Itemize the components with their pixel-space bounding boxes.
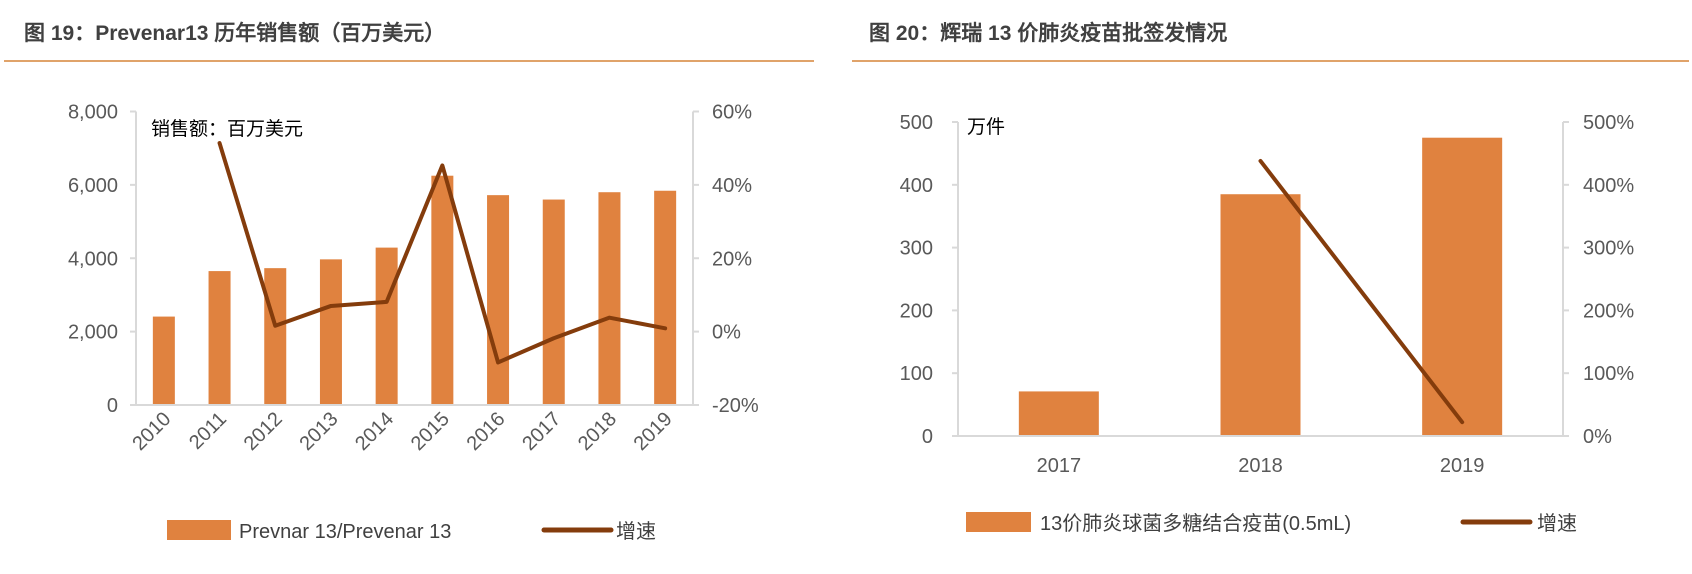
bar-2019 xyxy=(654,190,677,405)
left-tick-label: 100 xyxy=(900,363,933,385)
x-tick-label: 2019 xyxy=(630,408,677,455)
legend-bar-label: Prevnar 13/Prevenar 13 xyxy=(239,521,451,543)
left-tick-label: 2,000 xyxy=(68,322,118,344)
bar-2011 xyxy=(208,271,231,405)
bar-2014 xyxy=(375,247,398,405)
right-tick-label: 100% xyxy=(1583,363,1634,385)
right-tick-label: 400% xyxy=(1583,175,1634,197)
legend-bar-swatch xyxy=(966,512,1031,532)
x-tick-label: 2016 xyxy=(463,408,510,455)
left-tick-label: 6,000 xyxy=(68,175,118,197)
legend-bar-swatch xyxy=(167,520,231,540)
bar-2016 xyxy=(487,195,510,405)
right-tick-label: 300% xyxy=(1583,238,1634,260)
x-tick-label: 2015 xyxy=(407,408,454,455)
x-tick-label: 2018 xyxy=(574,408,621,455)
left-tick-label: 400 xyxy=(900,175,933,197)
bar-2019 xyxy=(1422,137,1503,436)
chart-20: 图 20：辉瑞 13 价肺炎疫苗批签发情况 0 100 200 300 400 500 0%… xyxy=(852,21,1689,535)
unit-annotation: 万件 xyxy=(967,116,1005,138)
bar-2018 xyxy=(598,192,621,405)
left-tick-label: 500 xyxy=(900,112,933,134)
unit-annotation: 销售额：百万美元 xyxy=(151,118,303,140)
right-tick-label: 500% xyxy=(1583,112,1634,134)
x-tick-label: 2010 xyxy=(128,408,175,455)
chart-title: 图 19：Prevenar13 历年销售额（百万美元） xyxy=(24,21,445,45)
left-tick-label: 200 xyxy=(900,300,933,322)
bar-2015 xyxy=(431,175,454,405)
left-tick-label: 4,000 xyxy=(68,248,118,270)
plot-area: 0 2,000 4,000 6,000 8,000 -20% 0% 20% 40% 60% 2010… xyxy=(68,102,759,456)
left-tick-label: 0 xyxy=(107,395,118,417)
bar-2010 xyxy=(152,316,175,405)
x-tick-label: 2019 xyxy=(1440,455,1485,477)
chart-19: 图 19：Prevenar13 历年销售额（百万美元） 0 2,000 4,000 6… xyxy=(4,21,814,543)
left-tick-label: 300 xyxy=(900,238,933,260)
x-tick-label: 2011 xyxy=(185,408,231,454)
x-tick-label: 2012 xyxy=(240,408,287,455)
right-tick-label: 20% xyxy=(712,248,752,270)
right-tick-label: -20% xyxy=(712,395,759,417)
x-tick-label: 2017 xyxy=(1037,455,1082,477)
right-tick-label: 0% xyxy=(1583,426,1612,448)
bar-2017 xyxy=(1018,391,1099,436)
bar-2018 xyxy=(1220,194,1301,436)
legend-bar-label: 13价肺炎球菌多糖结合疫苗(0.5mL) xyxy=(1040,512,1351,535)
right-tick-label: 60% xyxy=(712,102,752,124)
chart-title: 图 20：辉瑞 13 价肺炎疫苗批签发情况 xyxy=(869,21,1227,45)
bar-2012 xyxy=(264,268,287,405)
bar-2017 xyxy=(542,199,565,405)
x-tick-label: 2013 xyxy=(295,408,342,455)
plot-area: 0 100 200 300 400 500 0% 100% 200% 300% 400% 500% 20… xyxy=(900,112,1635,477)
left-tick-label: 0 xyxy=(922,426,933,448)
x-tick-label: 2014 xyxy=(351,408,398,455)
right-tick-label: 200% xyxy=(1583,300,1634,322)
growth-line xyxy=(1258,158,1465,425)
bar-2013 xyxy=(319,259,342,405)
x-tick-label: 2018 xyxy=(1238,455,1283,477)
left-tick-label: 8,000 xyxy=(68,102,118,124)
right-tick-label: 40% xyxy=(712,175,752,197)
legend-line-label: 增速 xyxy=(1537,512,1577,535)
right-tick-label: 0% xyxy=(712,322,741,344)
legend-line-label: 增速 xyxy=(616,520,656,543)
x-tick-label: 2017 xyxy=(518,408,565,455)
